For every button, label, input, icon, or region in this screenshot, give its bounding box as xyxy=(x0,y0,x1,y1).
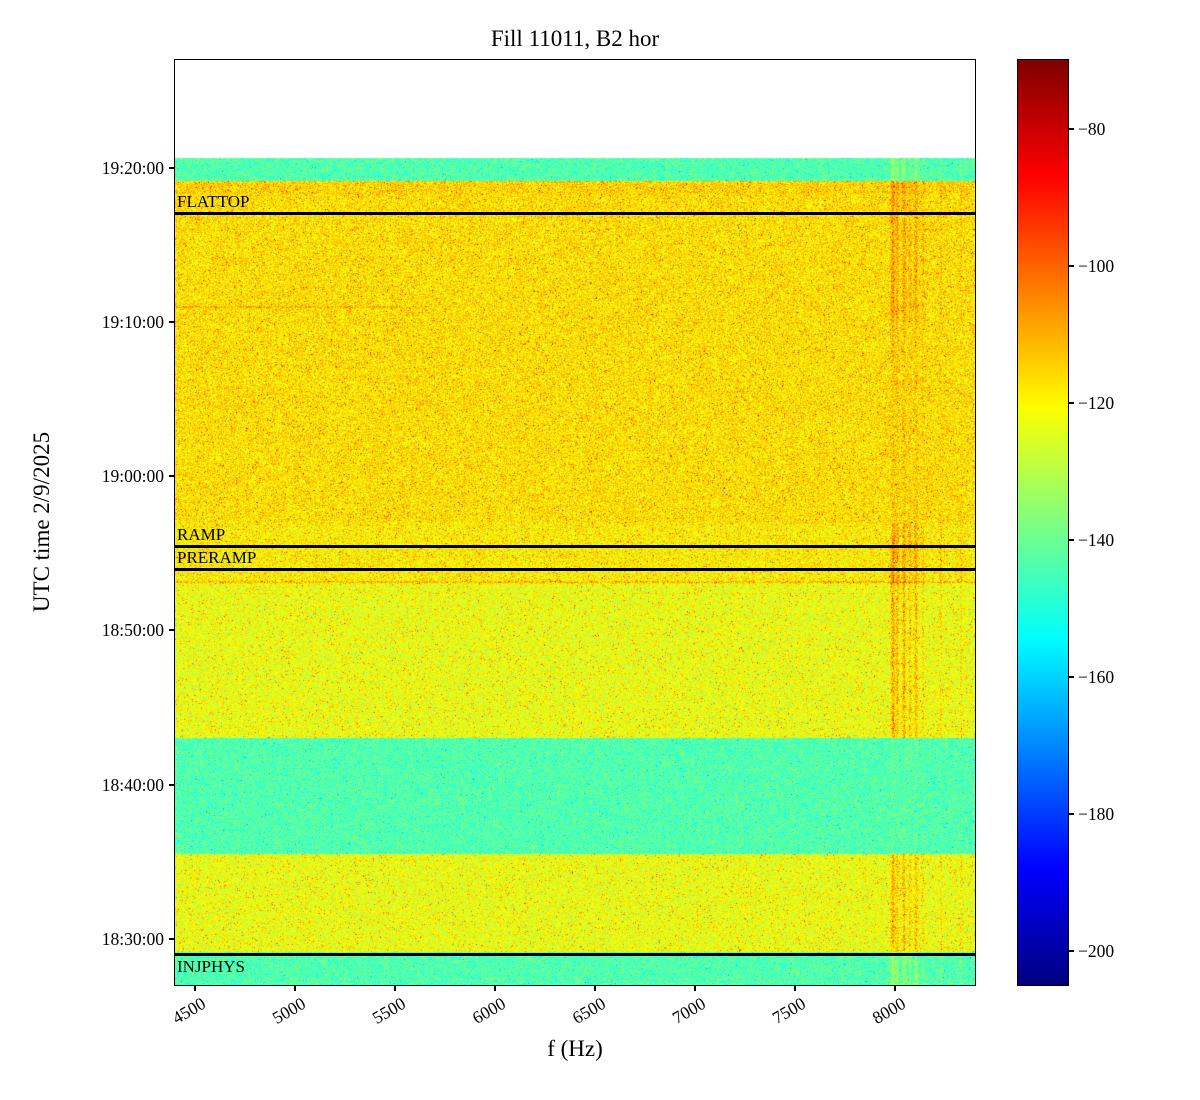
y-tick-mark xyxy=(169,937,174,940)
annotation-line-ramp xyxy=(175,545,975,548)
y-tick-mark xyxy=(169,783,174,786)
y-tick-label: 19:10:00 xyxy=(101,312,164,333)
x-tick-mark xyxy=(394,986,396,991)
x-tick-mark xyxy=(494,986,496,991)
plot-area xyxy=(174,59,976,986)
colorbar-tick-mark xyxy=(1069,812,1074,815)
chart-title: Fill 11011, B2 hor xyxy=(490,26,660,51)
spectrogram-canvas xyxy=(175,60,975,985)
colorbar-tick-label: −160 xyxy=(1078,666,1115,687)
colorbar-canvas xyxy=(1018,60,1068,985)
colorbar-tick-mark xyxy=(1069,949,1074,952)
annotation-label-ramp: RAMP xyxy=(177,524,226,544)
x-tick-mark xyxy=(894,986,896,991)
colorbar-tick-label: −120 xyxy=(1078,392,1115,413)
y-tick-label: 18:40:00 xyxy=(101,774,164,795)
annotation-label-injphys: INJPHYS xyxy=(177,957,246,977)
annotation-line-flattop xyxy=(175,212,975,215)
x-tick-mark xyxy=(694,986,696,991)
x-axis-label: f (Hz) xyxy=(547,1036,603,1061)
colorbar-tick-label: −180 xyxy=(1078,803,1115,824)
x-tick-mark xyxy=(794,986,796,991)
colorbar-tick-mark xyxy=(1069,264,1074,267)
colorbar xyxy=(1017,59,1069,986)
colorbar-tick-label: −100 xyxy=(1078,255,1115,276)
y-tick-mark xyxy=(169,475,174,478)
y-tick-label: 19:20:00 xyxy=(101,157,164,178)
annotation-label-preramp: PRERAMP xyxy=(177,547,257,567)
colorbar-tick-label: −200 xyxy=(1078,940,1115,961)
x-tick-mark xyxy=(294,986,296,991)
colorbar-tick-mark xyxy=(1069,538,1074,541)
y-tick-mark xyxy=(169,629,174,632)
colorbar-tick-mark xyxy=(1069,401,1074,404)
colorbar-tick-label: −80 xyxy=(1078,118,1106,139)
annotation-line-preramp xyxy=(175,568,975,571)
annotation-line-injphys xyxy=(175,953,975,956)
y-tick-label: 18:50:00 xyxy=(101,620,164,641)
colorbar-tick-mark xyxy=(1069,675,1074,678)
annotation-label-flattop: FLATTOP xyxy=(177,191,250,211)
y-tick-mark xyxy=(169,321,174,324)
y-axis-label: UTC time 2/9/2025 xyxy=(29,431,54,613)
colorbar-tick-label: −140 xyxy=(1078,529,1115,550)
x-tick-mark xyxy=(194,986,196,991)
y-tick-label: 18:30:00 xyxy=(101,928,164,949)
colorbar-tick-mark xyxy=(1069,127,1074,130)
x-tick-mark xyxy=(594,986,596,991)
y-tick-label: 19:00:00 xyxy=(101,466,164,487)
y-tick-mark xyxy=(169,166,174,169)
